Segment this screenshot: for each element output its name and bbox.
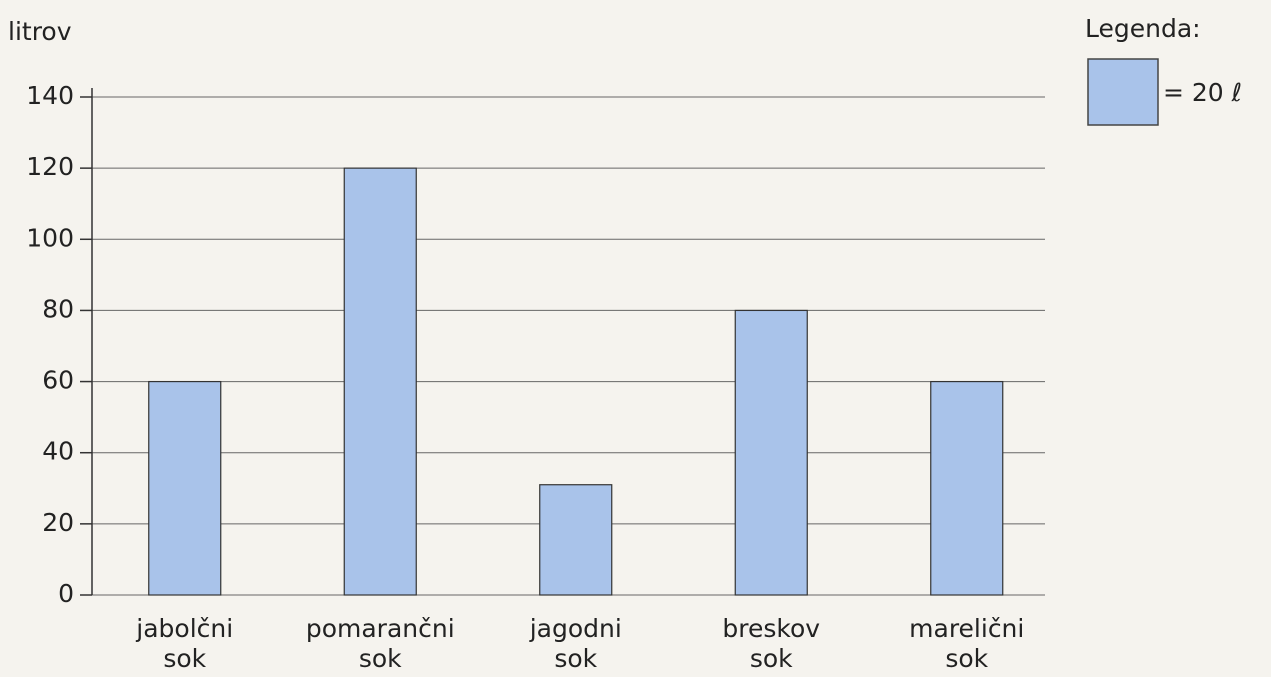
- y-tick-label: 100: [26, 223, 74, 252]
- x-tick-label: jabolčni sok: [85, 614, 285, 674]
- y-tick-label: 0: [58, 579, 74, 608]
- y-tick-label: 140: [26, 81, 74, 110]
- x-tick-label: jagodni sok: [476, 614, 676, 674]
- y-tick-label: 20: [42, 508, 74, 537]
- bar: [344, 168, 416, 595]
- y-tick-label: 120: [26, 152, 74, 181]
- x-tick-label: marelični sok: [867, 614, 1067, 674]
- chart: litrov Legenda: = 20 ℓ 0 20 40 60 80 100 120 14…: [0, 0, 1271, 677]
- x-tick-label: breskov sok: [671, 614, 871, 674]
- legend-swatch: [1088, 59, 1158, 125]
- y-axis-label: litrov: [8, 17, 72, 46]
- bar: [931, 382, 1003, 595]
- legend-label: = 20 ℓ: [1163, 78, 1242, 107]
- y-tick-label: 80: [42, 294, 74, 323]
- bar: [149, 382, 221, 595]
- x-tick-label: pomarančni sok: [280, 614, 480, 674]
- bar: [540, 485, 612, 595]
- y-tick-label: 60: [42, 366, 74, 395]
- chart-svg: litrov Legenda: = 20 ℓ 0 20 40 60 80 100 120 14…: [0, 0, 1271, 677]
- bar: [735, 310, 807, 595]
- legend-title: Legenda:: [1085, 14, 1201, 43]
- y-tick-label: 40: [42, 437, 74, 466]
